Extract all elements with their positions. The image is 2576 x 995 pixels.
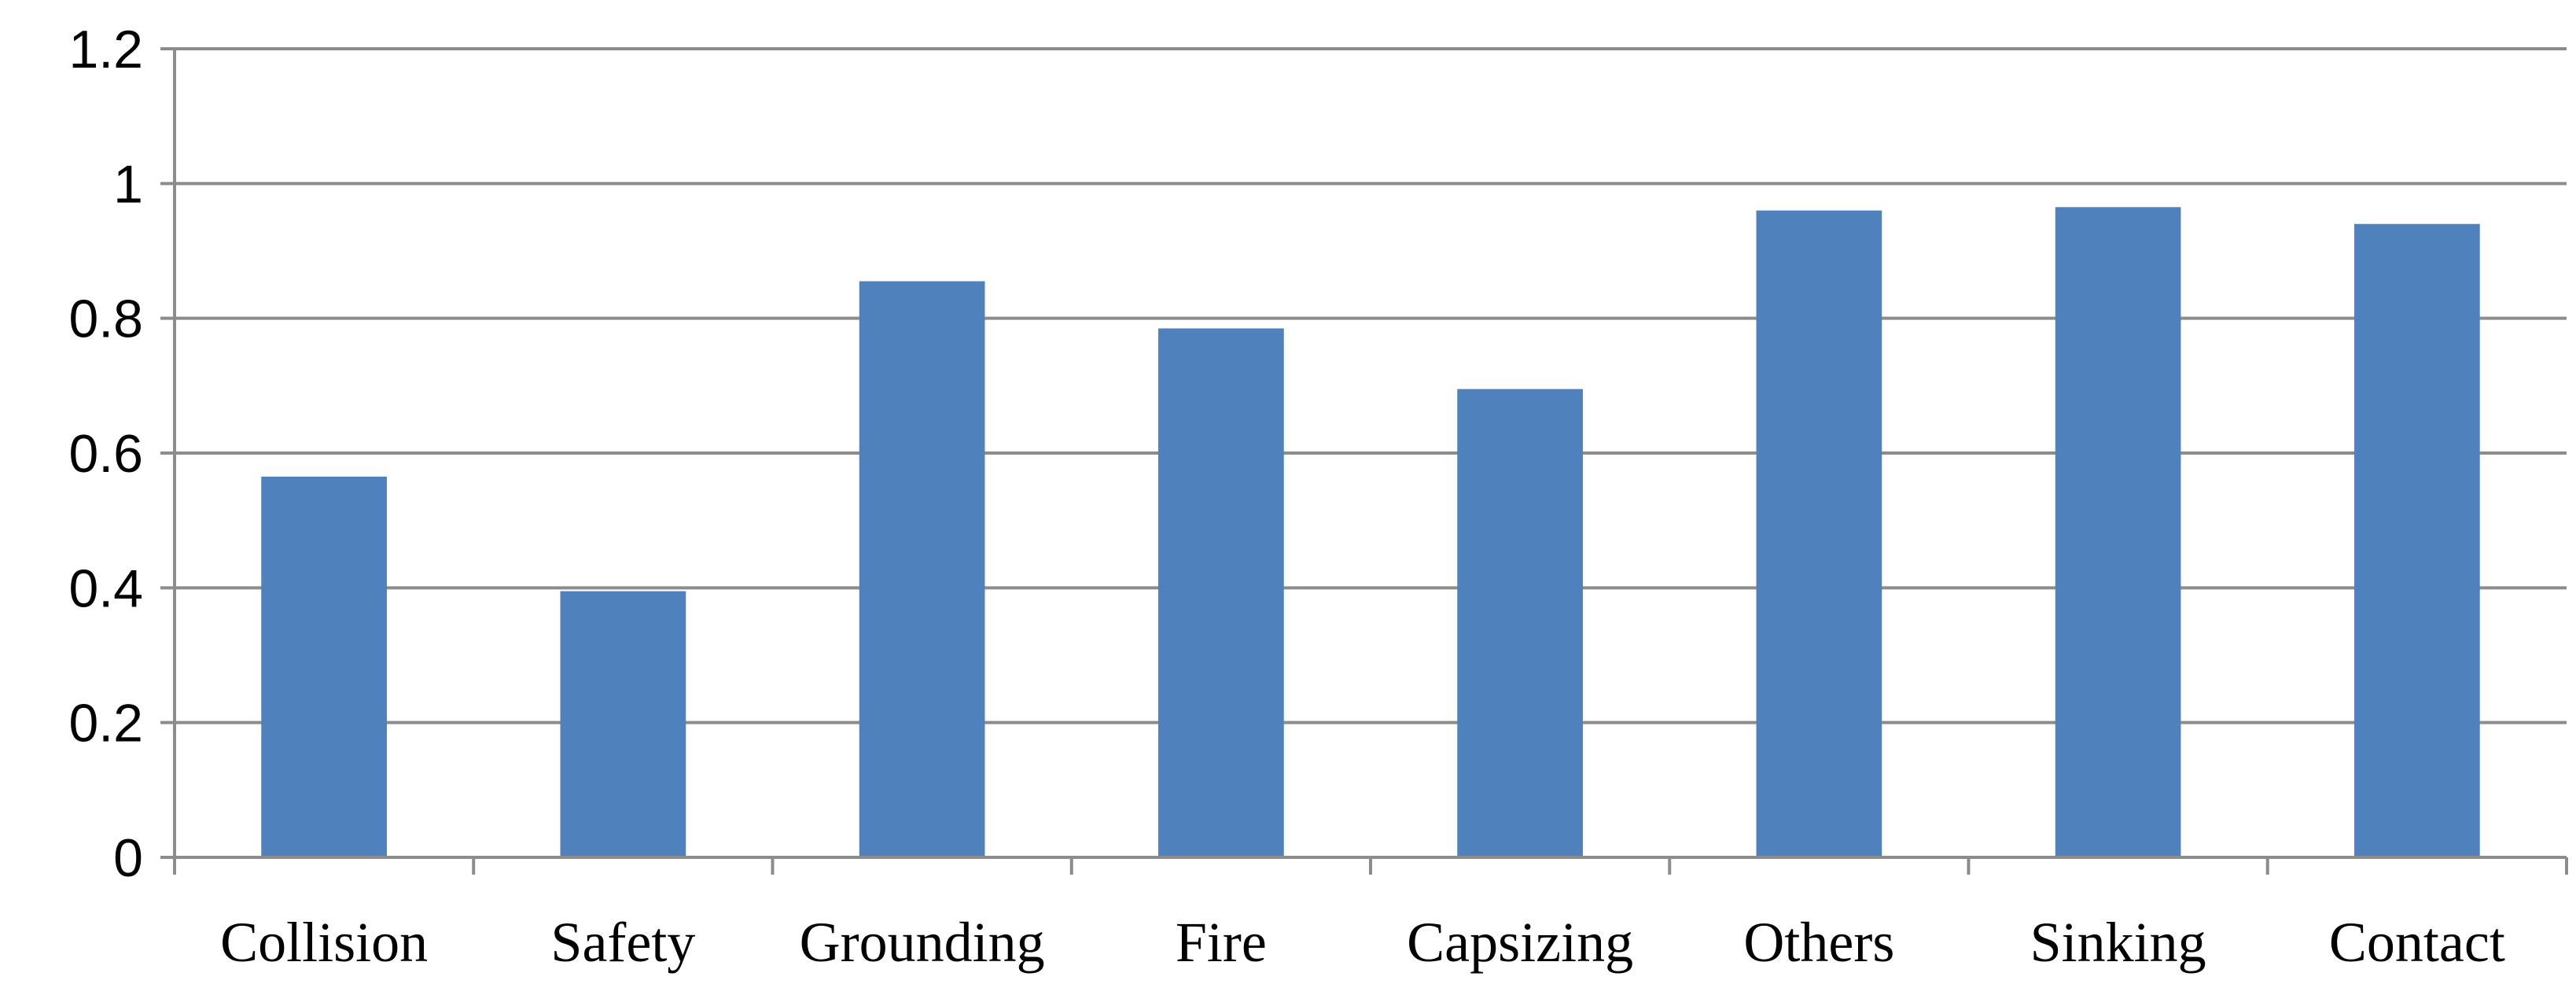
axes (160, 47, 2568, 875)
y-axis-tick-labels: 0 0.2 0.4 0.6 0.8 1 1.2 (68, 20, 143, 888)
bar-capsizing (1457, 389, 1583, 857)
x-tick-label-fire: Fire (1176, 911, 1267, 974)
bar-sinking (2055, 207, 2181, 858)
y-tick-label: 0.4 (68, 558, 143, 618)
x-tick-label-safety: Safety (550, 911, 695, 974)
x-tick-label-grounding: Grounding (800, 911, 1045, 974)
bar-grounding (859, 281, 985, 857)
bar-fire (1158, 328, 1284, 857)
gridlines (175, 47, 2567, 724)
y-tick-label: 0.6 (68, 424, 143, 484)
x-tick-label-capsizing: Capsizing (1407, 911, 1633, 974)
bars (261, 207, 2480, 858)
x-axis-tick-labels: Collision Safety Grounding Fire Capsizing Oth… (220, 911, 2505, 974)
y-tick-label: 0.8 (68, 289, 143, 349)
bar-others (1756, 210, 1882, 858)
bar-safety (560, 591, 686, 857)
x-tick-label-contact: Contact (2329, 911, 2505, 974)
x-tick-label-others: Others (1743, 911, 1894, 974)
x-tick-label-collision: Collision (220, 911, 428, 974)
x-tick-label-sinking: Sinking (2030, 911, 2206, 974)
y-tick-label: 1.2 (68, 20, 143, 79)
bar-contact (2354, 223, 2480, 857)
y-tick-label: 0.2 (68, 694, 143, 754)
y-tick-label: 0 (113, 828, 143, 888)
y-tick-label: 1 (113, 154, 143, 214)
bar-collision (261, 476, 387, 857)
